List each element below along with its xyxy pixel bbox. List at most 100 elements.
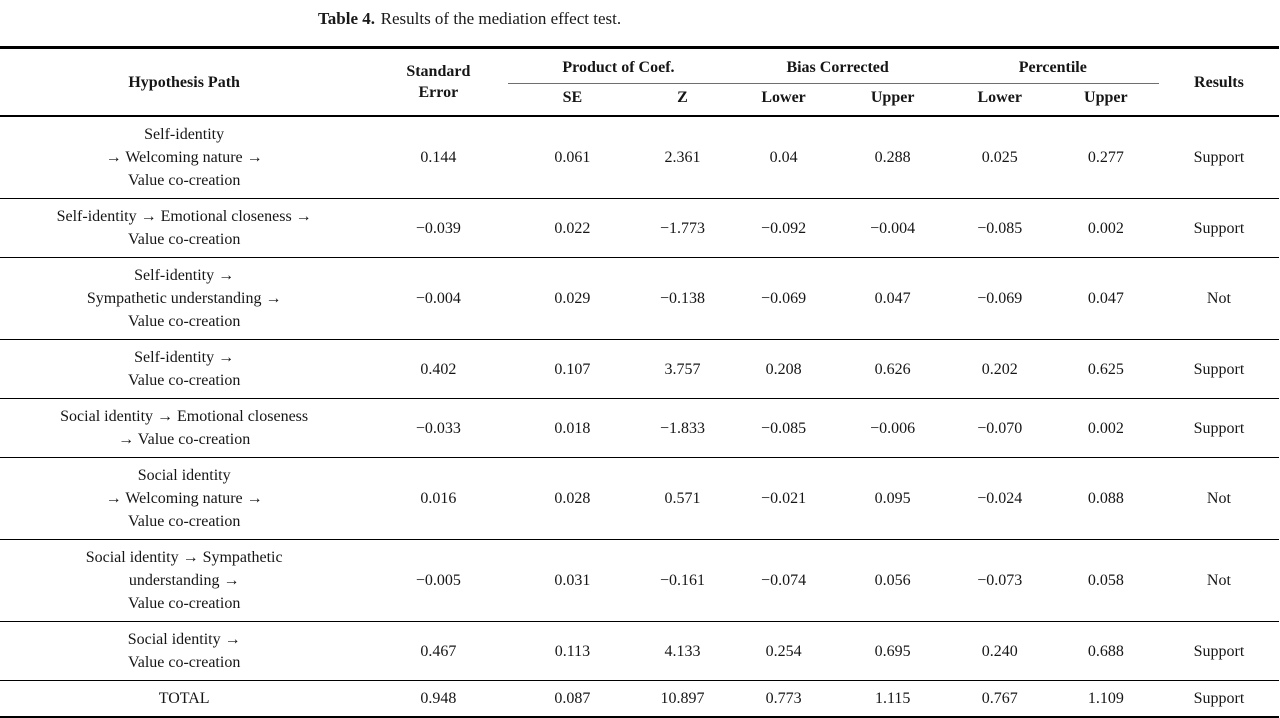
- col-header-percentile-lower: Lower: [946, 83, 1053, 117]
- table-caption: Table 4. Results of the mediation effect …: [0, 0, 1280, 29]
- cell-bias-corrected-lower: 0.04: [728, 115, 839, 199]
- cell-bias-corrected-upper: −0.004: [838, 198, 947, 258]
- cell-hypothesis-path: Social identity → Value co-creation: [0, 621, 369, 681]
- cell-hypothesis-path: Social identity → Sympathetic understand…: [0, 539, 369, 622]
- table-row: Social identity → Sympathetic understand…: [0, 539, 1279, 622]
- col-group-product-of-coef: Product of Coef.: [508, 47, 729, 84]
- table-caption-text: Results of the mediation effect test.: [380, 9, 622, 28]
- cell-bias-corrected-upper: 0.695: [838, 621, 947, 681]
- cell-percentile-upper: 0.088: [1052, 457, 1159, 540]
- table-header-group-row: Hypothesis Path Standard Error Product o…: [0, 47, 1279, 117]
- cell-hypothesis-path: TOTAL: [0, 680, 369, 718]
- cell-result: Support: [1158, 398, 1279, 458]
- cell-hypothesis-path: Self-identity → Emotional closeness → Va…: [0, 198, 369, 258]
- cell-result: Not: [1158, 457, 1279, 540]
- cell-percentile-lower: 0.202: [946, 339, 1053, 399]
- cell-product-se: 0.107: [508, 339, 637, 399]
- cell-percentile-lower: −0.069: [946, 257, 1053, 340]
- cell-hypothesis-path: Social identity → Welcoming nature → Val…: [0, 457, 369, 540]
- table-row: Self-identity → Sympathetic understandin…: [0, 257, 1279, 340]
- col-header-se: SE: [508, 83, 637, 117]
- cell-product-se: 0.031: [508, 539, 637, 622]
- table-header: Hypothesis Path Standard Error Product o…: [0, 47, 1279, 117]
- cell-product-se: 0.028: [508, 457, 637, 540]
- cell-product-se: 0.087: [508, 680, 637, 718]
- cell-percentile-upper: 0.002: [1052, 398, 1159, 458]
- col-group-bias-corrected: Bias Corrected: [728, 47, 947, 84]
- table-row: Social identity → Value co-creation 0.467…: [0, 621, 1279, 681]
- cell-standard-error: 0.402: [368, 339, 509, 399]
- cell-product-se: 0.029: [508, 257, 637, 340]
- cell-percentile-lower: −0.073: [946, 539, 1053, 622]
- cell-percentile-upper: 0.625: [1052, 339, 1159, 399]
- cell-bias-corrected-lower: −0.092: [728, 198, 839, 258]
- cell-percentile-lower: 0.240: [946, 621, 1053, 681]
- cell-bias-corrected-lower: −0.069: [728, 257, 839, 340]
- cell-hypothesis-path: Self-identity → Value co-creation: [0, 339, 369, 399]
- col-header-hypothesis-path: Hypothesis Path: [0, 47, 369, 117]
- cell-percentile-upper: 1.109: [1052, 680, 1159, 718]
- cell-product-z: −0.138: [636, 257, 729, 340]
- cell-product-z: 3.757: [636, 339, 729, 399]
- cell-bias-corrected-upper: 0.056: [838, 539, 947, 622]
- cell-percentile-upper: 0.047: [1052, 257, 1159, 340]
- cell-standard-error: 0.144: [368, 115, 509, 199]
- col-header-standard-error: Standard Error: [368, 47, 509, 117]
- cell-product-se: 0.113: [508, 621, 637, 681]
- cell-product-z: −1.833: [636, 398, 729, 458]
- cell-product-se: 0.018: [508, 398, 637, 458]
- cell-percentile-lower: −0.070: [946, 398, 1053, 458]
- cell-product-se: 0.061: [508, 115, 637, 199]
- cell-percentile-lower: 0.767: [946, 680, 1053, 718]
- cell-standard-error: −0.039: [368, 198, 509, 258]
- cell-result: Support: [1158, 621, 1279, 681]
- cell-hypothesis-path: Social identity → Emotional closeness → …: [0, 398, 369, 458]
- cell-result: Support: [1158, 680, 1279, 718]
- cell-hypothesis-path: Self-identity → Welcoming nature → Value…: [0, 115, 369, 199]
- cell-percentile-upper: 0.058: [1052, 539, 1159, 622]
- cell-standard-error: 0.948: [368, 680, 509, 718]
- cell-result: Support: [1158, 115, 1279, 199]
- cell-product-z: 10.897: [636, 680, 729, 718]
- cell-bias-corrected-upper: 0.626: [838, 339, 947, 399]
- cell-bias-corrected-upper: 0.047: [838, 257, 947, 340]
- cell-standard-error: 0.467: [368, 621, 509, 681]
- col-group-percentile: Percentile: [946, 47, 1159, 84]
- col-header-bias-corrected-upper: Upper: [838, 83, 947, 117]
- table-header-sub-row: SE Z Lower Upper Lower Upper: [0, 83, 1279, 117]
- cell-bias-corrected-lower: 0.773: [728, 680, 839, 718]
- col-header-percentile-upper: Upper: [1052, 83, 1159, 117]
- cell-product-z: 0.571: [636, 457, 729, 540]
- cell-percentile-upper: 0.277: [1052, 115, 1159, 199]
- cell-bias-corrected-upper: 0.095: [838, 457, 947, 540]
- cell-bias-corrected-lower: 0.208: [728, 339, 839, 399]
- cell-result: Not: [1158, 539, 1279, 622]
- cell-bias-corrected-upper: 1.115: [838, 680, 947, 718]
- cell-bias-corrected-lower: −0.021: [728, 457, 839, 540]
- table-row: Social identity → Welcoming nature → Val…: [0, 457, 1279, 540]
- cell-bias-corrected-upper: 0.288: [838, 115, 947, 199]
- cell-product-se: 0.022: [508, 198, 637, 258]
- cell-standard-error: −0.033: [368, 398, 509, 458]
- cell-percentile-lower: 0.025: [946, 115, 1053, 199]
- cell-bias-corrected-upper: −0.006: [838, 398, 947, 458]
- cell-product-z: −0.161: [636, 539, 729, 622]
- cell-result: Support: [1158, 198, 1279, 258]
- cell-product-z: 2.361: [636, 115, 729, 199]
- table-body: Self-identity → Welcoming nature → Value…: [0, 115, 1279, 718]
- cell-product-z: 4.133: [636, 621, 729, 681]
- table-row: Social identity → Emotional closeness → …: [0, 398, 1279, 458]
- cell-result: Support: [1158, 339, 1279, 399]
- table-row: Self-identity → Value co-creation 0.402 0.…: [0, 339, 1279, 399]
- table-row: Self-identity → Welcoming nature → Value…: [0, 115, 1279, 199]
- cell-standard-error: −0.004: [368, 257, 509, 340]
- cell-percentile-lower: −0.024: [946, 457, 1053, 540]
- cell-product-z: −1.773: [636, 198, 729, 258]
- mediation-effect-table: Hypothesis Path Standard Error Product o…: [0, 46, 1279, 718]
- cell-percentile-upper: 0.002: [1052, 198, 1159, 258]
- table-row-total: TOTAL 0.948 0.087 10.897 0.773 1.115 0.767 1.10…: [0, 680, 1279, 718]
- col-header-bias-corrected-lower: Lower: [728, 83, 839, 117]
- cell-result: Not: [1158, 257, 1279, 340]
- cell-bias-corrected-lower: 0.254: [728, 621, 839, 681]
